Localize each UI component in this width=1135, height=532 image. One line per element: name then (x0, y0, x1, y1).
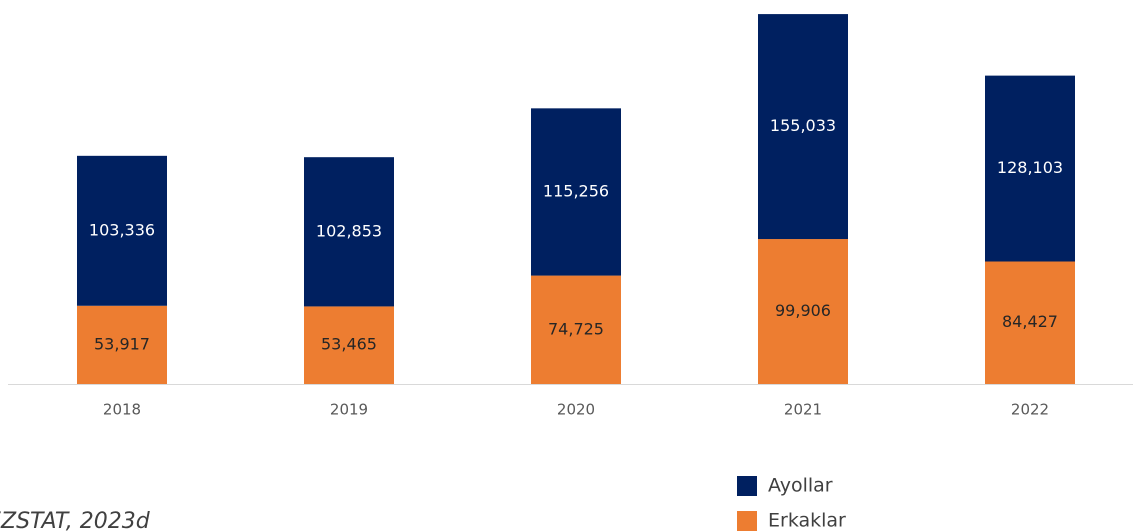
x-tick-label: 2021 (784, 401, 822, 419)
data-label: 103,336 (89, 220, 155, 239)
data-label: 53,917 (94, 334, 150, 353)
x-tick-label: 2018 (103, 401, 141, 419)
legend-label: Erkaklar (768, 510, 846, 532)
bar-segment (77, 155, 167, 306)
bar-segment (304, 157, 394, 307)
source: ‘ZSTAT, 2023d (0, 509, 151, 532)
data-label: 155,033 (770, 116, 836, 135)
data-label: 128,103 (997, 158, 1063, 177)
bar-segment (985, 75, 1075, 262)
data-label: 102,853 (316, 221, 382, 240)
bar-segment (758, 239, 848, 384)
legend-swatch (737, 476, 757, 496)
data-label: 84,427 (1002, 312, 1058, 331)
bar-segment (985, 261, 1075, 384)
bar-segment (758, 14, 848, 240)
bar-segment (304, 306, 394, 384)
data-label: 99,906 (775, 301, 831, 320)
data-label: 115,256 (543, 181, 609, 200)
x-tick-label: 2022 (1011, 401, 1049, 419)
x-tick-label: 2019 (330, 401, 368, 419)
x-tick-label: 2020 (557, 401, 595, 419)
bar-segment (531, 108, 621, 276)
data-label: 74,725 (548, 319, 604, 338)
bar-segment (531, 275, 621, 384)
legend-label: Ayollar (768, 475, 833, 497)
bar-segment (77, 305, 167, 384)
legend-swatch (737, 511, 757, 531)
data-label: 53,465 (321, 335, 377, 354)
